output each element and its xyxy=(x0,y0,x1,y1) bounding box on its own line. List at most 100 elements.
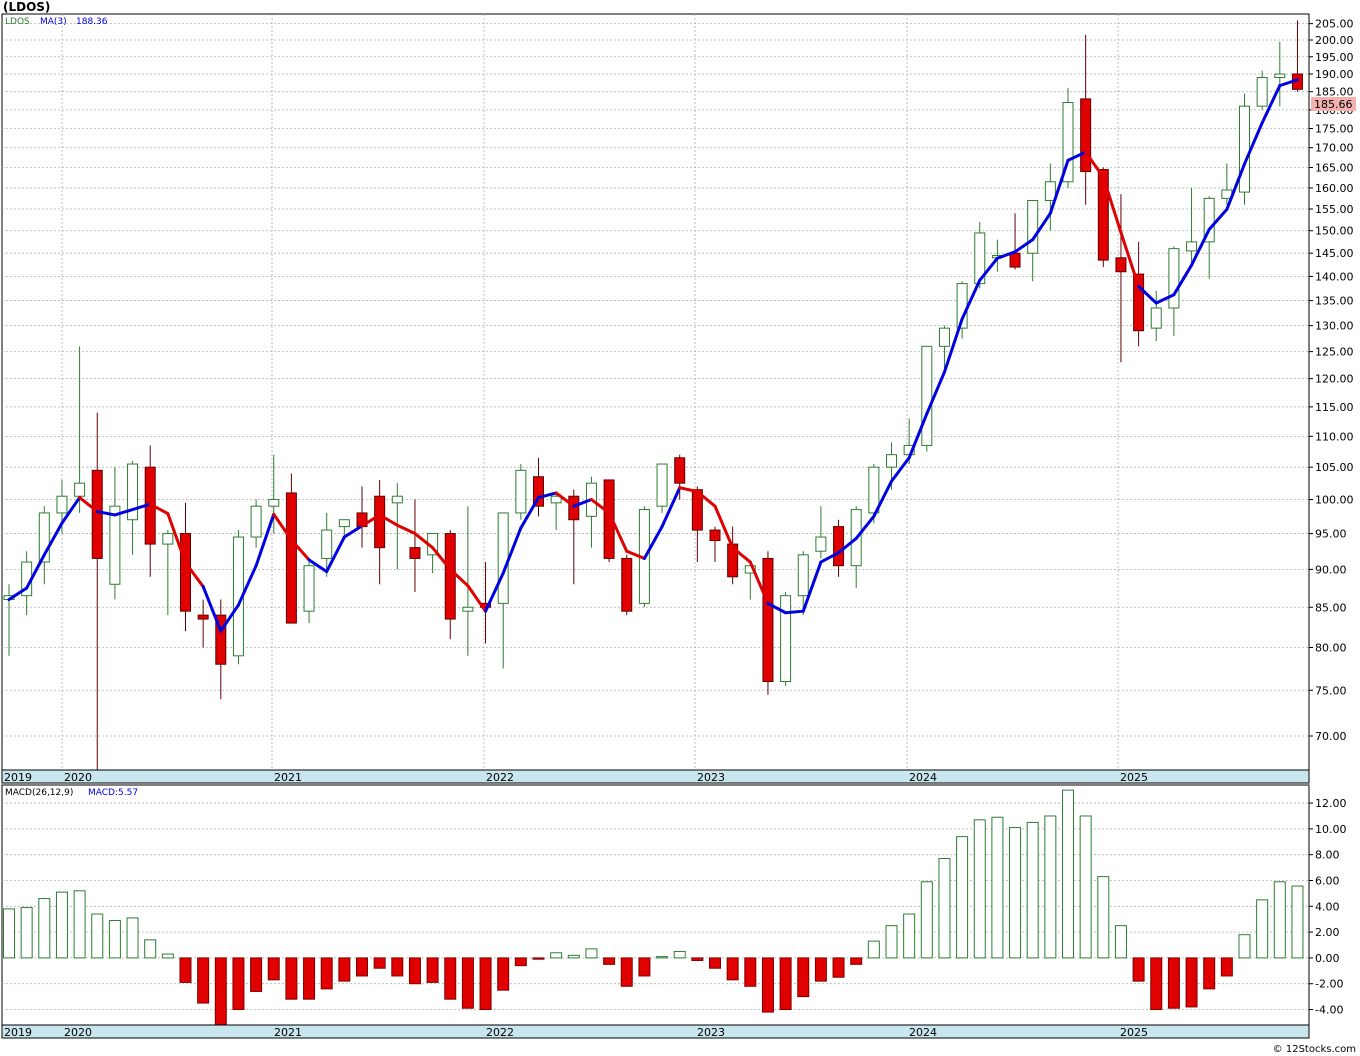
ma-segment xyxy=(42,521,64,557)
ma-segment xyxy=(748,560,770,605)
price-tick-label: 95.00 xyxy=(1315,528,1347,541)
year-label: 2025 xyxy=(1120,1026,1148,1039)
legend-ma-value: 188.36 xyxy=(76,17,108,27)
candle-body xyxy=(1027,199,1039,254)
ma-segment xyxy=(660,486,682,529)
macd-bar xyxy=(938,858,951,959)
macd-bar xyxy=(444,957,457,1000)
price-tick-label: 125.00 xyxy=(1315,346,1354,359)
ma-segment xyxy=(695,490,717,508)
price-tick-label: 80.00 xyxy=(1315,641,1347,654)
candle xyxy=(921,345,933,452)
year-label: 2024 xyxy=(909,771,937,784)
price-tick-label: 135.00 xyxy=(1315,295,1354,308)
candle xyxy=(268,454,280,534)
ma-segment xyxy=(890,456,911,483)
macd-bar xyxy=(903,913,916,959)
macd-bar xyxy=(885,925,898,959)
candle xyxy=(1168,246,1180,336)
macd-bar xyxy=(161,953,174,959)
price-tick-label: 190.00 xyxy=(1315,68,1354,81)
moving-average-line xyxy=(7,78,1299,633)
macd-bar xyxy=(285,957,298,1000)
candle xyxy=(303,558,315,624)
macd-bar xyxy=(1273,881,1286,959)
ma-segment xyxy=(978,256,999,282)
candle-body xyxy=(409,547,421,559)
legend-ma-label: MA(3) xyxy=(40,17,67,27)
candle-body xyxy=(91,469,103,559)
price-tick-label: 145.00 xyxy=(1315,247,1354,260)
macd-bar xyxy=(1044,815,1057,959)
macd-bar xyxy=(1238,934,1251,959)
macd-year-labels: 2019 2020 2021 2022 2023 2024 2025 xyxy=(4,1026,1148,1039)
legend-symbol: LDOS xyxy=(5,17,30,27)
ma-segment xyxy=(925,370,946,416)
candle xyxy=(462,506,474,656)
macd-bar xyxy=(673,950,686,959)
macd-bar xyxy=(532,957,545,960)
macd-bar xyxy=(320,957,333,990)
candle xyxy=(1274,41,1286,107)
ma-segment xyxy=(184,561,205,589)
macd-tick-label: -2.00 xyxy=(1315,978,1343,991)
macd-legend-value: MACD:5.57 xyxy=(88,788,138,798)
candle xyxy=(197,599,209,648)
ma-segment xyxy=(148,502,170,516)
macd-bar xyxy=(761,957,774,1013)
candle xyxy=(762,551,774,695)
candle xyxy=(409,499,421,592)
price-tick-label: 200.00 xyxy=(1315,34,1354,47)
ma-segment xyxy=(1190,227,1211,267)
ma-segment xyxy=(1101,175,1123,234)
price-tick-label: 75.00 xyxy=(1315,684,1347,697)
candle xyxy=(780,591,792,686)
ma-segment xyxy=(801,560,823,613)
macd-bar xyxy=(567,954,580,959)
macd-bar xyxy=(1291,885,1304,959)
candle xyxy=(515,464,527,520)
candle-body xyxy=(1062,102,1074,183)
ma-segment xyxy=(872,479,893,518)
candle-body xyxy=(162,533,174,545)
candle-body xyxy=(444,533,456,620)
price-tick-label: 105.00 xyxy=(1315,461,1354,474)
ma-segment xyxy=(607,511,629,553)
candle-body xyxy=(374,495,386,549)
macd-bar xyxy=(373,957,386,969)
macd-tick-label: 10.00 xyxy=(1315,823,1347,836)
candle xyxy=(938,325,950,371)
candle xyxy=(603,479,615,563)
ma-segment xyxy=(1119,230,1141,288)
price-panel xyxy=(1,13,1310,771)
candle-body xyxy=(797,554,809,597)
price-tick-label: 140.00 xyxy=(1315,270,1354,283)
ma-segment xyxy=(1207,207,1229,231)
ma-segment xyxy=(1225,162,1246,211)
ma-segment xyxy=(554,491,576,508)
candle-body xyxy=(1150,307,1162,329)
candle-body xyxy=(533,476,544,507)
candle xyxy=(91,412,103,770)
ma-segment xyxy=(1066,150,1088,162)
candle xyxy=(1186,187,1198,263)
macd-tick-label: 8.00 xyxy=(1315,849,1340,862)
macd-bar xyxy=(1203,957,1216,990)
macd-bar xyxy=(391,957,404,977)
candle xyxy=(656,463,668,513)
ma-segment xyxy=(713,504,735,550)
macd-bar xyxy=(1150,957,1163,1011)
price-tick-label: 170.00 xyxy=(1315,142,1354,155)
macd-bar xyxy=(126,917,139,959)
macd-bar xyxy=(709,957,721,969)
candle xyxy=(338,519,350,538)
ma-segment xyxy=(1013,238,1035,254)
candle-body xyxy=(127,463,139,521)
ma-segment xyxy=(589,498,611,515)
macd-tick-label: 2.00 xyxy=(1315,926,1340,939)
candle-body xyxy=(1080,98,1092,173)
macd-bar xyxy=(956,836,969,959)
candle-body xyxy=(550,495,562,504)
ma-segment xyxy=(1260,84,1282,125)
candle-body xyxy=(709,529,721,542)
